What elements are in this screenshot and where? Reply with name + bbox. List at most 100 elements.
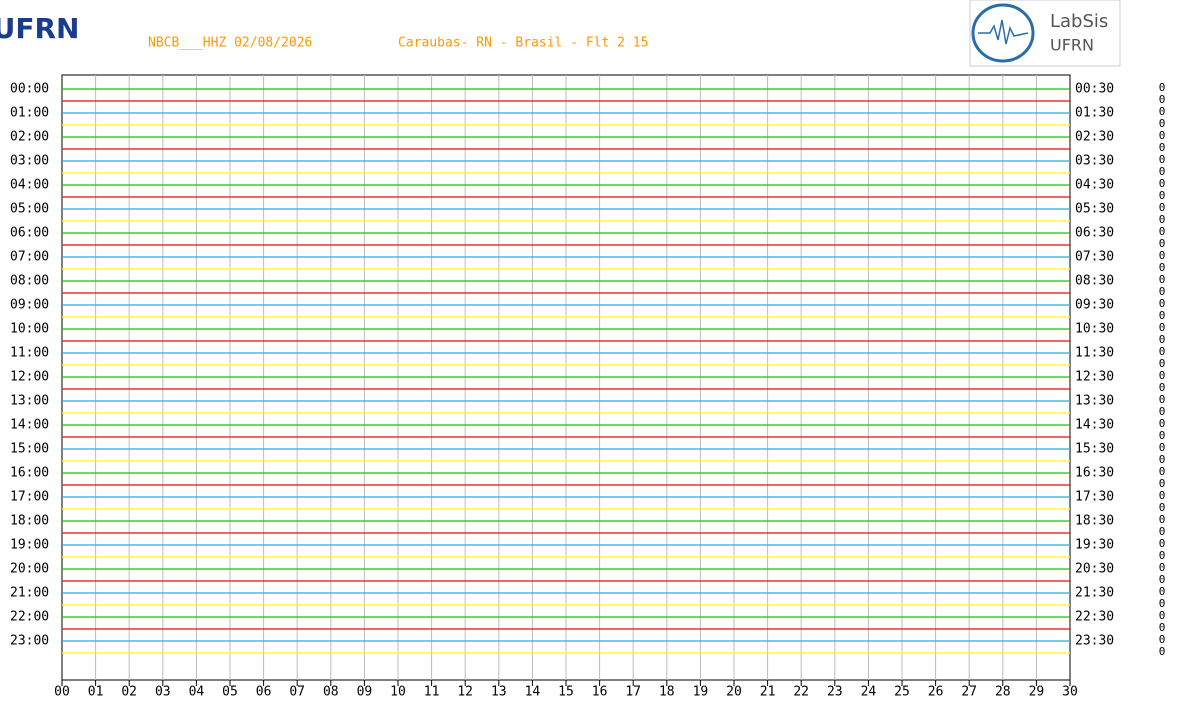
row-end-label: 09:30 bbox=[1075, 298, 1114, 313]
x-tick-label: 18 bbox=[659, 685, 675, 700]
x-tick-label: 15 bbox=[558, 685, 574, 700]
row-gain: 0 bbox=[1159, 321, 1166, 334]
x-tick-label: 24 bbox=[861, 685, 877, 700]
row-gain: 0 bbox=[1159, 333, 1166, 346]
row-gain: 0 bbox=[1159, 549, 1166, 562]
row-end-label: 06:30 bbox=[1075, 226, 1114, 241]
x-tick-label: 26 bbox=[928, 685, 944, 700]
row-gain: 0 bbox=[1159, 501, 1166, 514]
row-gain: 0 bbox=[1159, 525, 1166, 538]
location-title: Carаubas- RN - Brasil - Flt 2 15 bbox=[398, 36, 648, 51]
row-end-label: 05:30 bbox=[1075, 202, 1114, 217]
x-tick-label: 21 bbox=[760, 685, 776, 700]
row-gain: 0 bbox=[1159, 381, 1166, 394]
logo-circle bbox=[971, 3, 1035, 63]
row-gain: 0 bbox=[1159, 465, 1166, 478]
row-label: 12:00 bbox=[10, 370, 49, 385]
row-gain: 0 bbox=[1159, 189, 1166, 202]
x-tick-label: 08 bbox=[323, 685, 339, 700]
row-gain: 0 bbox=[1159, 165, 1166, 178]
row-label: 04:00 bbox=[10, 178, 49, 193]
row-end-label: 17:30 bbox=[1075, 490, 1114, 505]
logo-name: LabSis bbox=[1050, 11, 1108, 32]
x-tick-label: 22 bbox=[793, 685, 809, 700]
x-tick-label: 01 bbox=[88, 685, 104, 700]
row-end-label: 13:30 bbox=[1075, 394, 1114, 409]
x-tick-label: 19 bbox=[693, 685, 709, 700]
row-gain: 0 bbox=[1159, 369, 1166, 382]
x-tick-label: 30 bbox=[1062, 685, 1078, 700]
row-gain: 0 bbox=[1159, 573, 1166, 586]
row-end-label: 10:30 bbox=[1075, 322, 1114, 337]
x-tick-label: 29 bbox=[1029, 685, 1045, 700]
row-label: 10:00 bbox=[10, 322, 49, 337]
row-gain: 0 bbox=[1159, 477, 1166, 490]
x-tick-label: 09 bbox=[357, 685, 373, 700]
row-gain: 0 bbox=[1159, 417, 1166, 430]
row-gain: 0 bbox=[1159, 261, 1166, 274]
row-gain: 0 bbox=[1159, 609, 1166, 622]
row-gain: 0 bbox=[1159, 441, 1166, 454]
x-tick-label: 27 bbox=[961, 685, 977, 700]
x-tick-label: 17 bbox=[625, 685, 641, 700]
row-label: 19:00 bbox=[10, 538, 49, 553]
row-label: 00:00 bbox=[10, 82, 49, 97]
x-tick-label: 06 bbox=[256, 685, 272, 700]
row-label: 15:00 bbox=[10, 442, 49, 457]
row-label: 08:00 bbox=[10, 274, 49, 289]
x-tick-label: 07 bbox=[289, 685, 305, 700]
row-gain: 0 bbox=[1159, 309, 1166, 322]
row-label: 20:00 bbox=[10, 562, 49, 577]
row-label: 05:00 bbox=[10, 202, 49, 217]
row-gain: 0 bbox=[1159, 177, 1166, 190]
logo-text: UFRN bbox=[0, 12, 79, 45]
row-gain: 0 bbox=[1159, 561, 1166, 574]
row-gain: 0 bbox=[1159, 489, 1166, 502]
row-label: 23:00 bbox=[10, 634, 49, 649]
row-label: 21:00 bbox=[10, 586, 49, 601]
row-gain: 0 bbox=[1159, 537, 1166, 550]
logo-wave bbox=[978, 19, 1029, 45]
row-end-label: 11:30 bbox=[1075, 346, 1114, 361]
row-gain: 0 bbox=[1159, 597, 1166, 610]
row-gain: 0 bbox=[1159, 201, 1166, 214]
x-tick-label: 04 bbox=[189, 685, 205, 700]
x-tick-label: 28 bbox=[995, 685, 1011, 700]
logo-box bbox=[969, 0, 1121, 67]
row-end-label: 12:30 bbox=[1075, 370, 1114, 385]
x-tick-label: 05 bbox=[222, 685, 238, 700]
row-end-label: 21:30 bbox=[1075, 586, 1114, 601]
x-tick-label: 25 bbox=[894, 685, 910, 700]
row-label: 17:00 bbox=[10, 490, 49, 505]
row-gain: 0 bbox=[1159, 633, 1166, 646]
row-gain: 0 bbox=[1159, 129, 1166, 142]
row-end-label: 15:30 bbox=[1075, 442, 1114, 457]
x-tick-label: 13 bbox=[491, 685, 507, 700]
row-gain: 0 bbox=[1159, 297, 1166, 310]
row-label: 14:00 bbox=[10, 418, 49, 433]
x-tick-label: 23 bbox=[827, 685, 843, 700]
row-end-label: 04:30 bbox=[1075, 178, 1114, 193]
row-gain: 0 bbox=[1159, 405, 1166, 418]
x-tick-label: 12 bbox=[457, 685, 473, 700]
x-tick-label: 10 bbox=[390, 685, 406, 700]
row-end-label: 00:30 bbox=[1075, 82, 1114, 97]
row-end-label: 16:30 bbox=[1075, 466, 1114, 481]
row-gain: 0 bbox=[1159, 393, 1166, 406]
station-title: NBCB___HHZ 02/08/2026 bbox=[148, 36, 312, 51]
row-label: 07:00 bbox=[10, 250, 49, 265]
row-end-label: 14:30 bbox=[1075, 418, 1114, 433]
row-gain: 0 bbox=[1159, 213, 1166, 226]
row-label: 22:00 bbox=[10, 610, 49, 625]
row-gain: 0 bbox=[1159, 429, 1166, 442]
row-end-label: 07:30 bbox=[1075, 250, 1114, 265]
row-gain: 0 bbox=[1159, 117, 1166, 130]
x-tick-label: 20 bbox=[726, 685, 742, 700]
row-label: 06:00 bbox=[10, 226, 49, 241]
row-gain: 0 bbox=[1159, 153, 1166, 166]
row-gain: 0 bbox=[1159, 345, 1166, 358]
logo-org: UFRN bbox=[1050, 36, 1094, 55]
row-gain: 0 bbox=[1159, 513, 1166, 526]
row-label: 11:00 bbox=[10, 346, 49, 361]
x-tick-label: 14 bbox=[525, 685, 541, 700]
